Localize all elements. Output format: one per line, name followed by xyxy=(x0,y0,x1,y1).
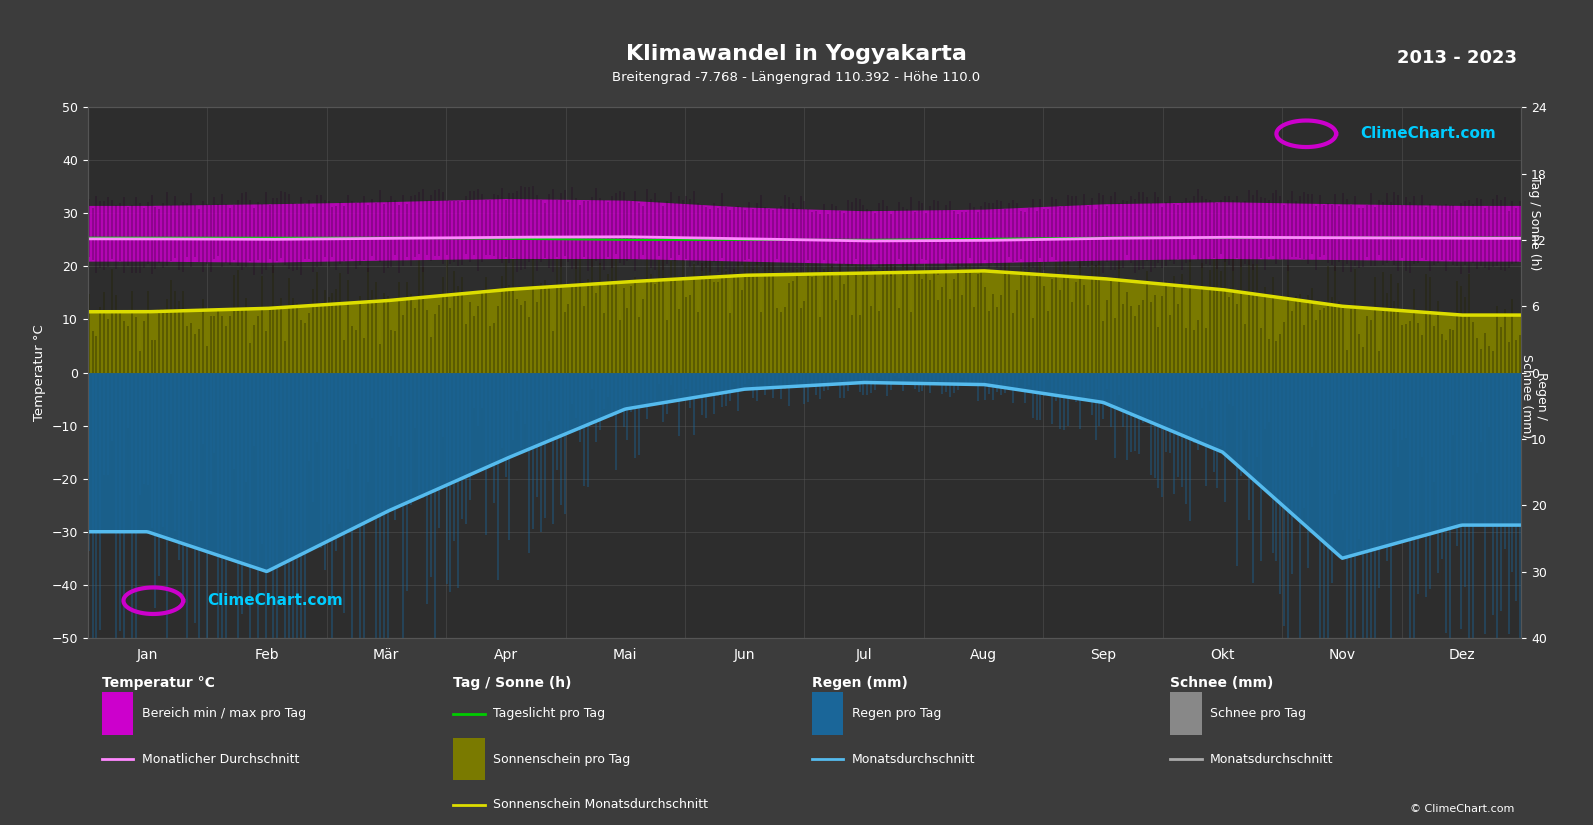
Text: Schnee (mm): Schnee (mm) xyxy=(1169,676,1273,690)
Text: Schnee pro Tag: Schnee pro Tag xyxy=(1211,707,1306,720)
Text: 2013 - 2023: 2013 - 2023 xyxy=(1397,49,1517,67)
Y-axis label: Temperatur °C: Temperatur °C xyxy=(33,324,46,421)
Text: Regen /
Schnee (mm): Regen / Schnee (mm) xyxy=(1520,354,1548,438)
Text: Klimawandel in Yogyakarta: Klimawandel in Yogyakarta xyxy=(626,44,967,64)
Text: Tag / Sonne (h): Tag / Sonne (h) xyxy=(452,676,572,690)
Text: Breitengrad -7.768 - Längengrad 110.392 - Höhe 110.0: Breitengrad -7.768 - Längengrad 110.392 … xyxy=(612,71,981,84)
Text: ClimeChart.com: ClimeChart.com xyxy=(1360,126,1496,141)
Bar xyxy=(452,738,484,780)
Text: Monatlicher Durchschnitt: Monatlicher Durchschnitt xyxy=(142,752,299,766)
Text: Sonnenschein pro Tag: Sonnenschein pro Tag xyxy=(494,752,631,766)
Text: Bereich min / max pro Tag: Bereich min / max pro Tag xyxy=(142,707,306,720)
Text: Regen (mm): Regen (mm) xyxy=(811,676,908,690)
Text: Monatsdurchschnitt: Monatsdurchschnitt xyxy=(852,752,975,766)
Bar xyxy=(1169,692,1201,735)
Text: Tageslicht pro Tag: Tageslicht pro Tag xyxy=(494,707,605,720)
Text: Regen pro Tag: Regen pro Tag xyxy=(852,707,941,720)
Bar xyxy=(811,692,843,735)
Text: © ClimeChart.com: © ClimeChart.com xyxy=(1410,804,1513,814)
Bar xyxy=(102,692,134,735)
Text: Monatsdurchschnitt: Monatsdurchschnitt xyxy=(1211,752,1333,766)
Text: Sonnenschein Monatsdurchschnitt: Sonnenschein Monatsdurchschnitt xyxy=(494,798,709,811)
Text: ClimeChart.com: ClimeChart.com xyxy=(207,593,342,608)
Text: Tag / Sonne (h): Tag / Sonne (h) xyxy=(1528,176,1540,270)
Text: Temperatur °C: Temperatur °C xyxy=(102,676,215,690)
